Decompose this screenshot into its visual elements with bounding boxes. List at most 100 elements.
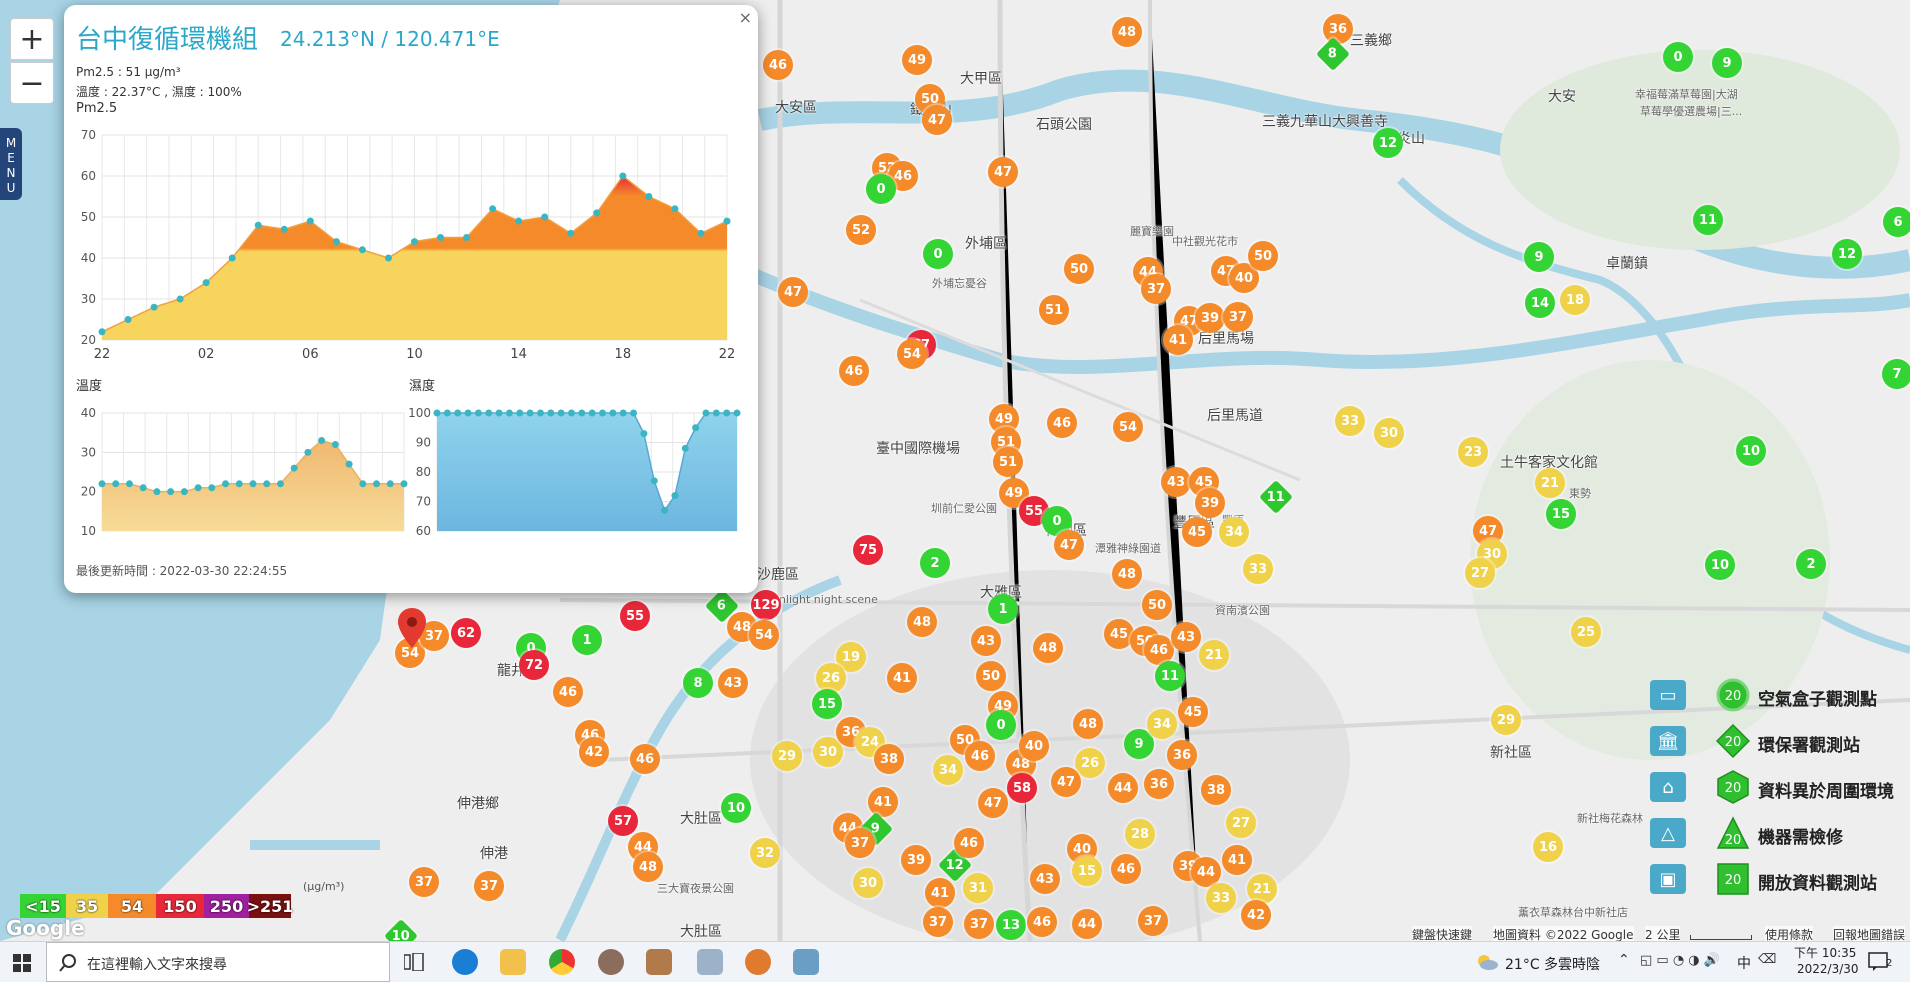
- airbox-marker[interactable]: 30: [1374, 418, 1404, 448]
- airbox-marker[interactable]: 18: [1560, 285, 1590, 315]
- airbox-marker[interactable]: 40: [1019, 731, 1049, 761]
- airbox-marker[interactable]: 55: [620, 601, 650, 631]
- airbox-marker[interactable]: 0: [923, 239, 953, 269]
- airbox-marker[interactable]: 57: [608, 806, 638, 836]
- airbox-marker[interactable]: 1: [988, 594, 1018, 624]
- airbox-marker[interactable]: 2: [920, 548, 950, 578]
- airbox-marker[interactable]: 46: [965, 741, 995, 771]
- airbox-marker[interactable]: 42: [579, 737, 609, 767]
- airbox-marker[interactable]: 51: [993, 447, 1023, 477]
- map-data-attribution[interactable]: 地圖資料 ©2022 Google: [1493, 926, 1634, 941]
- airbox-marker[interactable]: 46: [763, 50, 793, 80]
- airbox-marker[interactable]: 16: [1533, 832, 1563, 862]
- airbox-marker[interactable]: 47: [1051, 767, 1081, 797]
- airbox-marker[interactable]: 46: [1111, 854, 1141, 884]
- airbox-marker[interactable]: 44: [1191, 857, 1221, 887]
- airbox-marker[interactable]: 30: [813, 737, 843, 767]
- scale-label[interactable]: 2 公里: [1645, 926, 1681, 941]
- airbox-marker[interactable]: 37: [1141, 274, 1171, 304]
- airbox-marker[interactable]: 11: [1693, 205, 1723, 235]
- app-icon-1[interactable]: [598, 949, 624, 975]
- airbox-marker[interactable]: 44: [1108, 773, 1138, 803]
- airbox-marker[interactable]: 62: [451, 618, 481, 648]
- airbox-marker[interactable]: 10: [1736, 436, 1766, 466]
- clock-time[interactable]: 下午 10:35: [1794, 946, 1857, 960]
- airbox-marker[interactable]: 52: [846, 215, 876, 245]
- airbox-marker[interactable]: 49: [902, 45, 932, 75]
- airbox-marker[interactable]: 26: [1075, 748, 1105, 778]
- taskbar-search-box[interactable]: 在這裡輸入文字來搜尋: [46, 942, 390, 982]
- windows-start-icon[interactable]: [13, 954, 31, 972]
- airbox-marker[interactable]: 25: [1571, 617, 1601, 647]
- airbox-marker[interactable]: 0: [866, 174, 896, 204]
- app-icon-4[interactable]: [793, 949, 819, 975]
- airbox-marker[interactable]: 27: [1226, 808, 1256, 838]
- airbox-marker[interactable]: 39: [901, 845, 931, 875]
- airbox-marker[interactable]: 48: [1073, 709, 1103, 739]
- airbox-marker[interactable]: 44: [1072, 909, 1102, 939]
- map-canvas[interactable]: 大甲區大安區外埔區后里馬場后里馬道豐原區大雅區臺中國際機場神岡區沙鹿區龍井區伸港…: [0, 0, 1910, 941]
- airbox-marker[interactable]: 37: [1223, 302, 1253, 332]
- airbox-marker[interactable]: 12: [1832, 239, 1862, 269]
- airbox-marker[interactable]: 37: [923, 907, 953, 937]
- airbox-marker[interactable]: 43: [1161, 467, 1191, 497]
- airbox-marker[interactable]: 46: [1144, 635, 1174, 665]
- airbox-marker[interactable]: 39: [1195, 488, 1225, 518]
- airbox-marker[interactable]: 32: [750, 838, 780, 868]
- airbox-marker[interactable]: 46: [1027, 907, 1057, 937]
- airbox-marker[interactable]: 46: [954, 828, 984, 858]
- airbox-marker[interactable]: 21: [1535, 468, 1565, 498]
- airbox-marker[interactable]: 37: [964, 909, 994, 939]
- airbox-marker[interactable]: 48: [633, 852, 663, 882]
- airbox-marker[interactable]: 37: [845, 828, 875, 858]
- airbox-marker[interactable]: 41: [1222, 845, 1252, 875]
- airbox-marker[interactable]: 33: [1243, 554, 1273, 584]
- airbox-marker[interactable]: 37: [409, 867, 439, 897]
- airbox-marker[interactable]: 38: [1201, 775, 1231, 805]
- tray-icons[interactable]: ◱ ▭ ◔ ◑ 🔊: [1640, 953, 1720, 968]
- airbox-marker[interactable]: 43: [1030, 864, 1060, 894]
- airbox-marker[interactable]: 48: [1112, 17, 1142, 47]
- airbox-marker[interactable]: 9: [1124, 729, 1154, 759]
- airbox-marker[interactable]: 58: [1007, 773, 1037, 803]
- airbox-marker[interactable]: 47: [1054, 530, 1084, 560]
- app-icon-3[interactable]: [697, 949, 723, 975]
- airbox-marker[interactable]: 72: [519, 650, 549, 680]
- airbox-marker[interactable]: 10: [721, 793, 751, 823]
- zoom-in-button[interactable]: +: [10, 18, 54, 60]
- airbox-marker[interactable]: 37: [1138, 906, 1168, 936]
- file-explorer-icon[interactable]: [500, 949, 526, 975]
- airbox-marker[interactable]: 47: [978, 788, 1008, 818]
- airbox-marker[interactable]: 54: [749, 620, 779, 650]
- airbox-marker[interactable]: 29: [1491, 705, 1521, 735]
- airbox-marker[interactable]: 43: [1171, 622, 1201, 652]
- airbox-marker[interactable]: 46: [839, 356, 869, 386]
- zoom-out-button[interactable]: −: [10, 62, 54, 104]
- airbox-marker[interactable]: 45: [1178, 697, 1208, 727]
- airbox-marker[interactable]: 28: [1125, 819, 1155, 849]
- airbox-marker[interactable]: 36: [1167, 740, 1197, 770]
- airbox-marker[interactable]: 15: [1546, 499, 1576, 529]
- airbox-marker[interactable]: 15: [1072, 856, 1102, 886]
- ime-indicator[interactable]: 中: [1737, 956, 1751, 972]
- airbox-marker[interactable]: 23: [1458, 437, 1488, 467]
- airbox-marker[interactable]: 8: [683, 668, 713, 698]
- close-icon[interactable]: ×: [738, 8, 752, 27]
- airbox-marker[interactable]: 30: [1477, 539, 1507, 569]
- task-view-icon[interactable]: [404, 953, 424, 971]
- airbox-marker[interactable]: 75: [853, 535, 883, 565]
- airbox-marker[interactable]: 21: [1199, 640, 1229, 670]
- airbox-marker[interactable]: 41: [1163, 325, 1193, 355]
- keyboard-shortcuts-link[interactable]: 鍵盤快速鍵: [1412, 926, 1473, 941]
- airbox-marker[interactable]: 14: [1525, 288, 1555, 318]
- airbox-marker[interactable]: 6: [1883, 207, 1910, 237]
- airbox-marker[interactable]: 33: [1206, 883, 1236, 913]
- airbox-marker[interactable]: 129: [751, 590, 781, 620]
- airbox-marker[interactable]: 38: [874, 744, 904, 774]
- airbox-marker[interactable]: 50: [1142, 590, 1172, 620]
- airbox-marker[interactable]: 0: [1663, 42, 1693, 72]
- airbox-marker[interactable]: 10: [1705, 550, 1735, 580]
- airbox-marker[interactable]: 34: [933, 755, 963, 785]
- airbox-marker[interactable]: 54: [1113, 412, 1143, 442]
- airbox-marker[interactable]: 50: [976, 661, 1006, 691]
